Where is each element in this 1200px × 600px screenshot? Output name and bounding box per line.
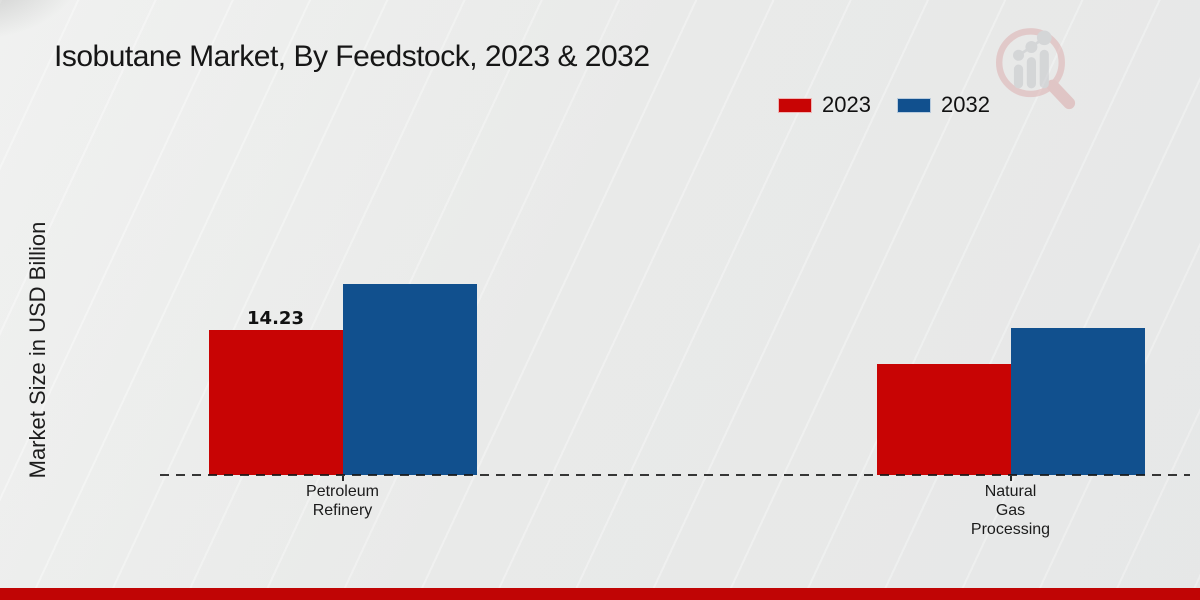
legend-swatch-2023 [778,97,812,113]
legend-label-2023: 2023 [822,92,871,117]
x-axis-baseline [160,474,1190,476]
bar-2032-natural-gas-processing [1010,328,1145,475]
footer-accent-bar [0,588,1200,600]
bar-2032-petroleum-refinery [342,284,477,475]
legend-label-2032: 2032 [941,92,990,117]
magnifier-chart-logo-icon [995,28,1076,110]
data-label-2023-petroleum-refinery: 14.23 [247,308,304,329]
bar-2023-petroleum-refinery [208,330,343,475]
bar-2023-natural-gas-processing [876,364,1011,475]
x-axis-tick-petroleum-refinery [341,476,344,481]
legend-swatch-2032 [897,97,931,113]
legend: 2023 2032 [0,94,1200,120]
chart-title: Isobutane Market, By Feedstock, 2023 & 2… [54,40,650,73]
category-label-petroleum-refinery: Petroleum Refinery [306,483,379,519]
category-label-natural-gas-processing: Natural Gas Processing [970,483,1051,538]
legend-item-2032: 2032 [897,94,990,116]
legend-item-2023: 2023 [778,94,871,116]
x-axis-tick-natural-gas-processing [1009,476,1012,481]
